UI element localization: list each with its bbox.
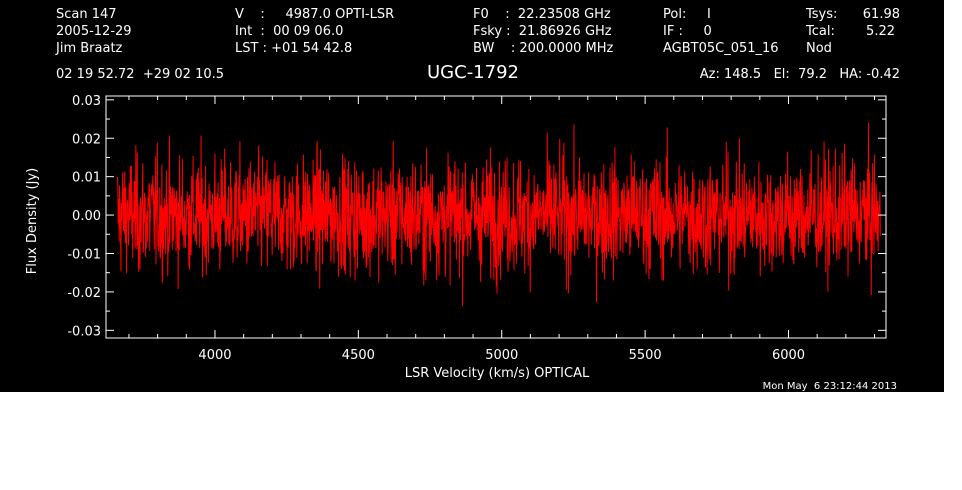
spectrum-trace: [116, 122, 881, 307]
if-label: IF : 0: [663, 24, 712, 39]
spectrum-chart: Scan 147 2005-12-29 Jim Braatz V : 4987.…: [25, 7, 900, 392]
tcal-label: Tcal:: [805, 24, 835, 39]
header-col4: Pol: I IF : 0 AGBT05C_051_16: [663, 7, 779, 56]
pol-label: Pol: I: [663, 7, 711, 22]
observer-label: Jim Braatz: [55, 41, 123, 56]
date-label: 2005-12-29: [56, 24, 132, 39]
y-tick-label: 0.03: [72, 94, 101, 109]
x-tick-label: 6000: [772, 348, 805, 363]
header-col1: Scan 147 2005-12-29 Jim Braatz: [55, 7, 132, 56]
timestamp-label: Mon May 6 23:12:44 2013: [763, 381, 897, 392]
integration-label: Int : 00 09 06.0: [235, 24, 343, 39]
y-tick-label: 0.00: [72, 209, 101, 224]
y-tick-label: -0.01: [67, 247, 101, 262]
velocity-label: V : 4987.0 OPTI-LSR: [235, 7, 394, 22]
x-tick-label: 4500: [342, 348, 375, 363]
y-axis-label: Flux Density (Jy): [25, 168, 40, 274]
f0-label: F0 : 22.23508 GHz: [473, 7, 611, 22]
tsys-label: Tsys:: [805, 7, 837, 22]
y-tick-label: -0.03: [67, 324, 101, 339]
project-label: AGBT05C_051_16: [663, 41, 779, 56]
tcal-value: 5.22: [866, 24, 895, 39]
header-col3: F0 : 22.23508 GHz Fsky : 21.86926 GHz BW…: [473, 7, 614, 56]
spectrum-trace-layer: [116, 122, 881, 307]
plot-frame: [105, 95, 887, 339]
x-tick-label: 5500: [629, 348, 662, 363]
x-axis-label: LSR Velocity (km/s) OPTICAL: [405, 366, 590, 381]
chart-title: UGC-1792: [427, 62, 519, 83]
fsky-label: Fsky : 21.86926 GHz: [473, 24, 612, 39]
header-col2: V : 4987.0 OPTI-LSR Int : 00 09 06.0 LST…: [235, 7, 394, 56]
y-tick-label: 0.02: [72, 132, 101, 147]
scan-label: Scan 147: [56, 7, 117, 22]
y-axis-ticks: -0.03 -0.02 -0.01 0.00 0.01 0.02 0.03: [67, 94, 886, 339]
tsys-value: 61.98: [863, 7, 900, 22]
x-tick-label: 4000: [198, 348, 231, 363]
nod-label: Nod: [806, 41, 832, 56]
y-tick-label: 0.01: [72, 171, 101, 186]
lst-label: LST : +01 54 42.8: [235, 41, 352, 56]
x-axis-ticks: 4000 4500 5000 5500 6000: [128, 96, 876, 363]
x-tick-label: 5000: [485, 348, 518, 363]
header-col5: Tsys: Tcal: Nod 61.98 5.22: [805, 7, 900, 56]
coordinates-label: 02 19 52.72 +29 02 10.5: [56, 67, 224, 82]
pointing-label: Az: 148.5 El: 79.2 HA: -0.42: [700, 67, 900, 82]
bandwidth-label: BW : 200.0000 MHz: [473, 41, 614, 56]
y-tick-label: -0.02: [67, 286, 101, 301]
